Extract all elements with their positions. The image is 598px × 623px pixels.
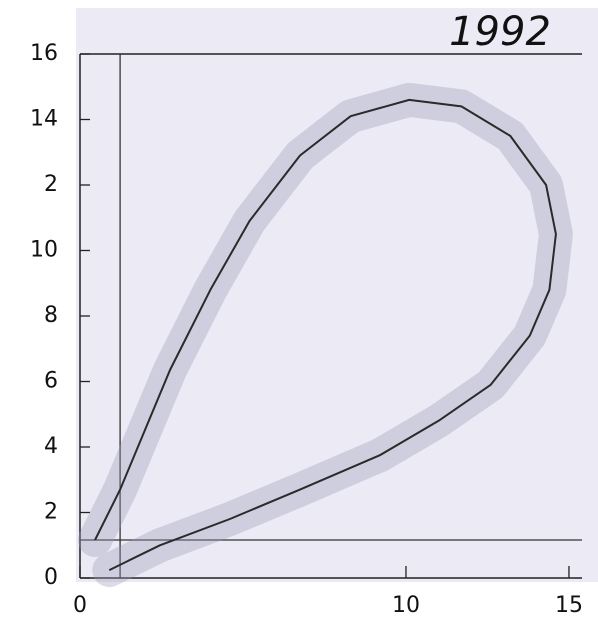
y-tick-label: 2 — [44, 172, 58, 197]
x-tick-label: 15 — [555, 593, 583, 618]
y-tick-label: 10 — [30, 238, 58, 263]
plot-background — [76, 8, 598, 582]
x-tick-label: 0 — [73, 593, 87, 618]
chart-title: 1992 — [449, 9, 551, 55]
y-tick-label: 4 — [44, 434, 58, 459]
y-tick-label: 6 — [44, 369, 58, 394]
y-tick-label: 16 — [30, 41, 58, 66]
y-tick-label: 0 — [44, 565, 58, 590]
x-tick-label: 10 — [392, 593, 420, 618]
y-tick-label: 2 — [44, 500, 58, 525]
curve — [94, 98, 557, 571]
y-tick-label: 8 — [44, 303, 58, 328]
y-tick-label: 14 — [30, 107, 58, 132]
